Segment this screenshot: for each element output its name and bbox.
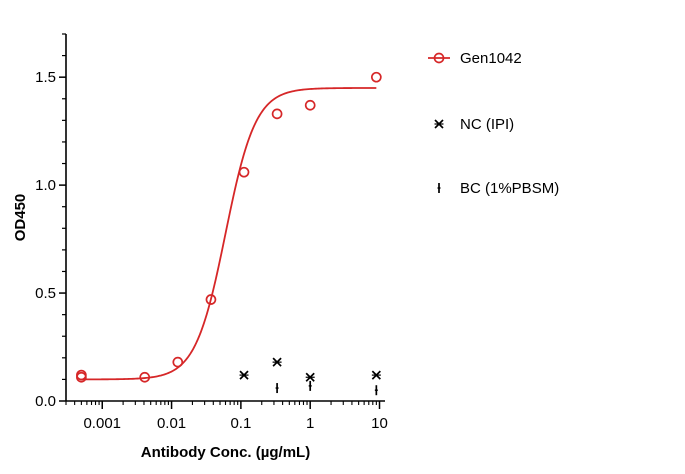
fit-curve-gen1042 <box>81 87 377 381</box>
data-point <box>370 71 382 83</box>
x-tick-label: 0.001 <box>83 415 121 432</box>
data-point <box>205 294 217 305</box>
data-points <box>76 71 382 396</box>
data-point <box>139 371 151 383</box>
x-tick-label: 10 <box>371 415 388 432</box>
data-point <box>172 356 184 368</box>
legend: Gen1042 NC (IPI) BC (1%PBSM) <box>428 50 559 197</box>
x-tick-label: 0.1 <box>230 415 251 432</box>
x-axis-title: Antibody Conc. (µg/mL) <box>141 444 310 461</box>
axes <box>65 34 385 402</box>
data-point <box>374 385 378 396</box>
data-point <box>371 370 381 380</box>
fit-curves <box>81 87 377 381</box>
y-tick-label: 1.0 <box>35 177 56 194</box>
data-point <box>272 357 282 367</box>
y-tick-label: 0.5 <box>35 285 56 302</box>
y-tick-label: 0.0 <box>35 393 56 410</box>
data-point <box>238 166 250 178</box>
legend-marker <box>434 119 444 129</box>
legend-label: Gen1042 <box>460 50 522 67</box>
x-tick-label: 1 <box>306 415 314 432</box>
legend-marker <box>437 183 441 193</box>
data-point <box>308 380 312 391</box>
x-ticks: 0.001 0.01 0.1 1 10 <box>65 401 388 432</box>
data-point <box>271 108 283 120</box>
legend-label: NC (IPI) <box>460 116 514 133</box>
y-tick-label: 1.5 <box>35 69 56 86</box>
legend-marker <box>433 52 445 64</box>
y-ticks: 0.0 0.5 1.0 1.5 <box>35 33 66 410</box>
y-axis-title: OD450 <box>12 194 29 242</box>
data-point <box>304 99 316 111</box>
x-tick-label: 0.01 <box>157 415 186 432</box>
data-point <box>275 383 279 394</box>
data-point <box>239 370 249 380</box>
legend-label: BC (1%PBSM) <box>460 180 559 197</box>
data-point <box>76 369 87 381</box>
data-point <box>305 372 315 382</box>
